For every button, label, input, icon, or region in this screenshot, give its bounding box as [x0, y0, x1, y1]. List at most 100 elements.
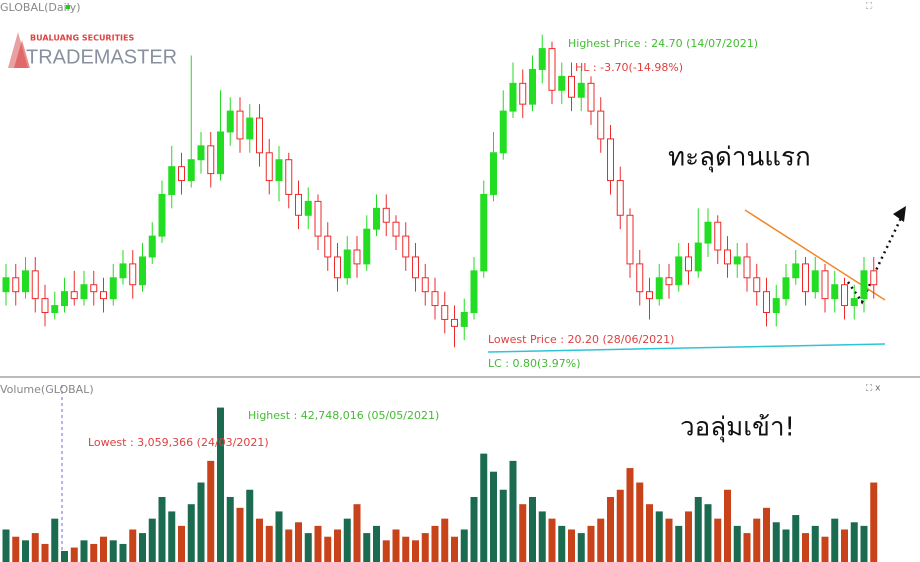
candle-body: [655, 277, 663, 300]
volume-bar: [509, 460, 517, 562]
candle-body: [109, 277, 117, 300]
candle-body: [782, 277, 790, 300]
volume-bar: [304, 533, 312, 562]
candle-body: [70, 291, 78, 300]
candle-body: [860, 270, 868, 300]
volume-bar: [382, 540, 390, 562]
volume-bar: [860, 525, 868, 562]
candle-body: [675, 256, 683, 286]
candle-body: [148, 235, 156, 258]
volume-bar: [538, 511, 546, 562]
volume-bar: [295, 522, 302, 562]
volume-bar: [51, 518, 59, 562]
volume-bar: [470, 496, 478, 562]
panel-title: Volume(GLOBAL): [0, 383, 94, 396]
candle-body: [61, 291, 68, 307]
annotation: วอลุ่มเข้า!: [680, 413, 795, 443]
annotation: Highest : 42,748,016 (05/05/2021): [248, 409, 439, 422]
volume-bar: [373, 525, 380, 562]
candle-body: [265, 152, 273, 182]
candle-body: [685, 256, 692, 272]
plot: Highest Price : 24.70 (14/07/2021) HL : -…: [0, 34, 878, 562]
volume-bar: [451, 536, 458, 562]
volume-bar: [831, 518, 839, 562]
volume-bar: [246, 489, 254, 562]
candle-body: [490, 152, 497, 195]
volume-bar: [168, 511, 176, 562]
candle-body: [694, 242, 702, 272]
candle-body: [343, 249, 351, 279]
candle-body: [850, 298, 858, 307]
candle-body: [753, 277, 761, 293]
candle-body: [334, 256, 341, 279]
volume-bar: [314, 525, 322, 562]
candle-body: [80, 284, 88, 300]
volume-bar: [636, 482, 644, 562]
volume-bar: [334, 529, 341, 562]
candle-body: [733, 256, 741, 265]
candle-body: [460, 312, 468, 327]
candle-body: [529, 68, 536, 105]
candle-body: [499, 110, 507, 154]
candle-body: [412, 256, 419, 279]
volume-bar: [285, 529, 293, 562]
volume-bar: [714, 518, 722, 562]
annotation: HL : -3.70(-14.98%): [575, 61, 683, 74]
volume-bar: [12, 536, 20, 562]
panel-icon[interactable]: ⛶ x: [865, 383, 881, 394]
candle-body: [451, 318, 458, 327]
volume-bar: [480, 453, 488, 562]
volume-bar: [100, 536, 107, 562]
candle-body: [772, 298, 780, 314]
candle-body: [616, 180, 624, 216]
volume-bar: [178, 525, 185, 562]
volume-bar: [187, 504, 195, 562]
candle-body: [402, 235, 410, 258]
volume-bar: [158, 496, 166, 562]
candle-body: [421, 277, 429, 293]
candle-body: [187, 159, 195, 182]
candle-body: [841, 284, 848, 307]
candle-body: [197, 145, 205, 161]
volume-bar: [31, 533, 39, 562]
volume-bar: [870, 482, 878, 562]
volume-bar: [841, 529, 848, 562]
candle-body: [607, 138, 614, 182]
volume-bar: [782, 529, 790, 562]
annotation: Lowest Price : 20.20 (28/06/2021): [488, 333, 674, 346]
volume-bar: [431, 525, 439, 562]
volume-bar: [148, 518, 156, 562]
volume-bar: [353, 504, 361, 562]
candle-body: [470, 270, 478, 314]
volume-bar: [499, 489, 507, 562]
volume-bar: [597, 518, 605, 562]
candle-body: [275, 159, 283, 182]
candle-body: [363, 228, 371, 265]
symbol-label: GLOBAL(Daily): [0, 1, 81, 14]
volume-bar: [236, 507, 244, 562]
candle-body: [353, 249, 361, 265]
candle-body: [207, 145, 215, 175]
volume-bar: [548, 518, 556, 562]
candle-body: [139, 256, 146, 286]
volume-bar: [685, 511, 692, 562]
volume-bar: [616, 489, 624, 562]
volume-bar: [343, 518, 351, 562]
volume-bar: [763, 507, 770, 562]
volume-bar: [821, 536, 829, 562]
candle-body: [743, 256, 751, 279]
candle-body: [158, 193, 166, 237]
volume-bar: [811, 525, 819, 562]
candle-body: [811, 270, 819, 293]
candle-body: [568, 75, 575, 98]
candle-body: [2, 277, 10, 293]
volume-bar: [119, 543, 127, 562]
volume-bar: [22, 540, 29, 562]
panel-icon[interactable]: ⛶: [865, 1, 873, 12]
volume-bar: [207, 460, 215, 562]
candle-body: [724, 249, 731, 265]
volume-bar: [577, 533, 585, 562]
candle-body: [665, 277, 673, 286]
volume-bar: [70, 547, 78, 562]
logo-top: BUALUANG SECURITIES: [30, 34, 134, 43]
